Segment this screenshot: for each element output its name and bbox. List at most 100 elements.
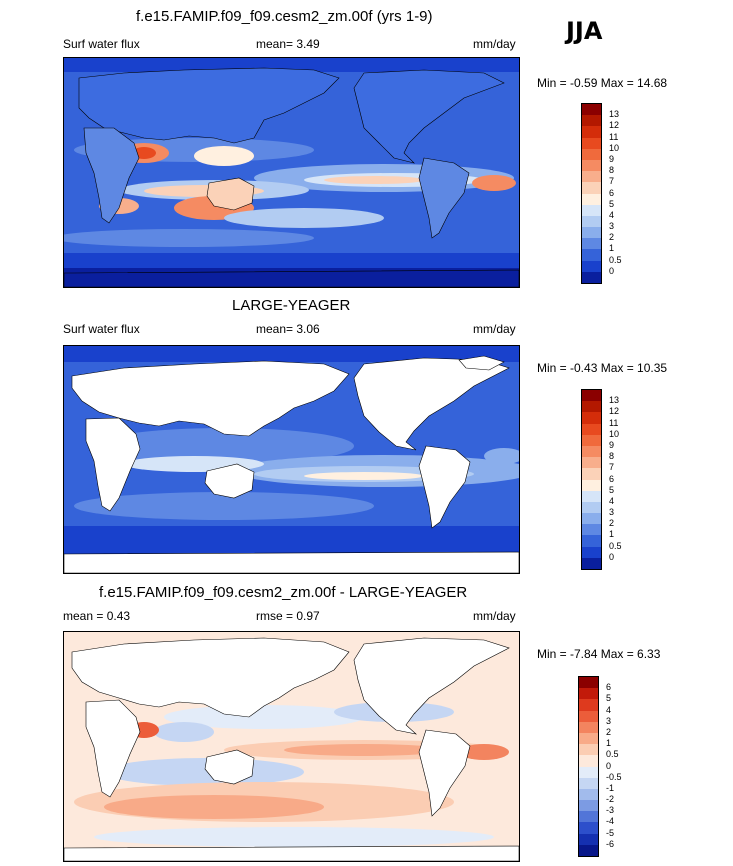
colorbar-swatch — [579, 788, 598, 801]
colorbar-swatch — [582, 271, 601, 283]
colorbar-tick-label: 0.5 — [606, 749, 619, 760]
min-max-label: Min = -0.43 Max = 10.35 — [537, 361, 668, 375]
mean-label: mean = 0.43 — [63, 609, 131, 623]
colorbar-swatch — [582, 171, 601, 183]
colorbar-swatch — [579, 800, 598, 812]
colorbar-swatch — [582, 182, 601, 194]
colorbar-tick-label: -3 — [606, 805, 615, 816]
colorbar-tick-label: 4 — [609, 209, 615, 220]
colorbar-tick-label: 2 — [609, 518, 615, 529]
colorbar-tick-label: -6 — [606, 838, 615, 849]
colorbar-swatch — [582, 193, 601, 205]
world-map — [63, 57, 520, 288]
map-field — [64, 58, 519, 287]
min-max-label: Min = -0.59 Max = 14.68 — [537, 76, 668, 90]
panel-title: LARGE-YEAGER — [232, 297, 351, 314]
colorbar-swatch — [579, 721, 598, 733]
colorbar-tick-label: 3 — [609, 507, 615, 518]
colorbar-swatch — [582, 238, 601, 250]
colorbar-swatch — [582, 501, 601, 514]
panel-title: f.e15.FAMIP.f09_f09.cesm2_zm.00f (yrs 1-… — [136, 8, 433, 25]
colorbar-swatch — [582, 445, 601, 458]
colorbar-tick-label: -0.5 — [606, 771, 622, 782]
colorbar-tick-label: 1 — [609, 243, 615, 254]
colorbar-tick-label: -2 — [606, 794, 615, 805]
map-field — [64, 346, 519, 573]
colorbar-swatch — [582, 159, 601, 172]
colorbar-swatch — [582, 513, 601, 525]
colorbar-swatch — [582, 115, 601, 127]
colorbar-tick-label: 1 — [606, 738, 612, 749]
units-label: mm/day — [473, 609, 516, 623]
colorbar-swatch — [582, 260, 601, 272]
colorbar-tick-label: 6 — [609, 473, 615, 484]
colorbar-swatch — [582, 204, 601, 216]
colorbar-swatch — [582, 126, 601, 138]
colorbar-swatch — [582, 148, 601, 160]
colorbar-tick-label: -1 — [606, 782, 615, 793]
map-field — [64, 632, 519, 861]
colorbar-swatch — [582, 546, 601, 558]
colorbar-tick-label: 0 — [609, 551, 615, 562]
colorbar-tick-label: -4 — [606, 816, 615, 827]
colorbar-tick-label: 8 — [609, 451, 615, 462]
colorbar-swatch — [579, 766, 598, 778]
units-label: mm/day — [473, 37, 516, 51]
colorbar-swatch — [579, 811, 598, 823]
colorbar-tick-label: 8 — [609, 165, 615, 176]
colorbar-tick-label: 2 — [606, 726, 612, 737]
colorbar-tick-label: 11 — [609, 417, 619, 428]
variable-label: Surf water flux — [63, 37, 140, 51]
colorbar-segments — [579, 677, 598, 856]
colorbar-segments — [582, 104, 601, 283]
colorbar-swatch — [579, 699, 598, 711]
panel-title: f.e15.FAMIP.f09_f09.cesm2_zm.00f - LARGE… — [99, 584, 468, 601]
colorbar-swatch — [582, 457, 601, 469]
colorbar-tick-label: 3 — [606, 715, 612, 726]
colorbar-swatch — [582, 401, 601, 413]
colorbar-swatch — [579, 744, 598, 756]
season-label: JJA — [566, 17, 603, 45]
colorbar-swatch — [582, 227, 601, 239]
colorbar-swatch — [582, 412, 601, 424]
colorbar-swatch — [579, 755, 598, 767]
colorbar-tick-label: 5 — [609, 484, 615, 495]
colorbar-tick-label: 10 — [609, 428, 620, 439]
mean-label: mean= 3.06 — [256, 322, 320, 336]
colorbar-tick-label: 9 — [609, 439, 615, 450]
rmse-label: rmse = 0.97 — [256, 609, 320, 623]
colorbar-swatch — [579, 688, 598, 700]
colorbar-tick-label: 13 — [609, 109, 620, 120]
colorbar-swatch — [582, 535, 601, 547]
world-map — [63, 345, 520, 574]
colorbar-tick-label: 5 — [606, 693, 612, 704]
colorbar-tick-label: 7 — [609, 176, 615, 187]
colorbar-tick-label: 3 — [609, 221, 615, 232]
colorbar-swatch — [582, 479, 601, 491]
colorbar-swatch — [582, 423, 601, 435]
colorbar-tick-label: 0.5 — [609, 540, 622, 551]
colorbar-tick-label: 2 — [609, 232, 615, 243]
colorbar — [581, 389, 602, 570]
colorbar — [578, 676, 599, 857]
colorbar-swatch — [579, 833, 598, 845]
colorbar-tick-label: 0.5 — [609, 254, 622, 265]
colorbar-swatch — [582, 524, 601, 536]
colorbar-tick-label: 0 — [609, 265, 615, 276]
colorbar-swatch — [582, 390, 601, 402]
colorbar-segments — [582, 390, 601, 569]
colorbar-swatch — [579, 732, 598, 745]
mean-label: mean= 3.49 — [256, 37, 320, 51]
colorbar-tick-label: 1 — [609, 529, 615, 540]
colorbar-tick-label: 6 — [609, 187, 615, 198]
colorbar-tick-label: 9 — [609, 153, 615, 164]
colorbar-swatch — [579, 777, 598, 789]
variable-label: Surf water flux — [63, 322, 140, 336]
colorbar-tick-label: 12 — [609, 406, 620, 417]
colorbar — [581, 103, 602, 284]
colorbar-tick-label: 13 — [609, 395, 620, 406]
colorbar-tick-label: -5 — [606, 827, 615, 838]
colorbar-tick-label: 10 — [609, 142, 620, 153]
colorbar-swatch — [582, 215, 601, 228]
colorbar-tick-label: 12 — [609, 120, 620, 131]
